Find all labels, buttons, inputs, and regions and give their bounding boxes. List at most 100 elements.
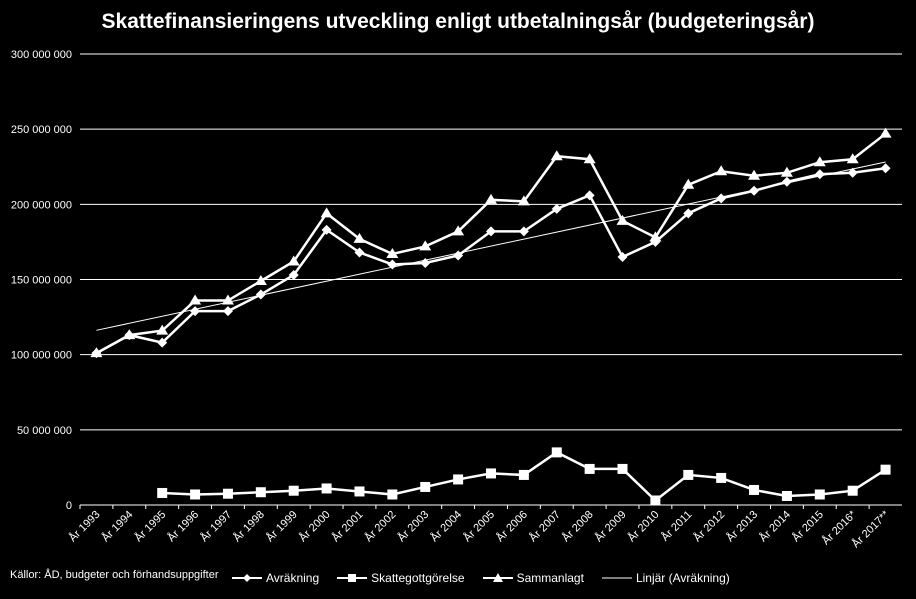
- x-tick-label: År 2000: [296, 508, 332, 544]
- point-avrakning: [551, 203, 562, 214]
- chart-title: Skattefinansieringens utveckling enligt …: [101, 10, 815, 33]
- x-tick-label: År 2014: [757, 508, 793, 544]
- point-sammanlagt: [419, 240, 432, 251]
- x-tick-label: År 2003: [395, 508, 431, 544]
- point-skattegottgorelse: [814, 489, 825, 500]
- legend-item-skattegottgorelse: Skattegottgörelse: [337, 571, 465, 585]
- point-sammanlagt: [123, 329, 136, 340]
- point-sammanlagt: [748, 169, 761, 180]
- point-avrakning: [157, 337, 168, 348]
- point-sammanlagt: [780, 166, 793, 177]
- point-avrakning: [486, 226, 496, 237]
- point-skattegottgorelse: [880, 464, 891, 475]
- point-avrakning: [584, 190, 595, 201]
- y-tick-label: 250 000 000: [11, 124, 72, 136]
- legend-label: Skattegottgörelse: [371, 571, 465, 585]
- point-avrakning: [255, 289, 266, 300]
- point-skattegottgorelse: [288, 485, 299, 496]
- point-avrakning: [190, 306, 201, 317]
- point-avrakning: [321, 224, 332, 235]
- x-tick-label: År 1996: [165, 508, 201, 544]
- x-tick-label: År 2005: [461, 508, 497, 544]
- x-tick-label: År 1995: [132, 508, 168, 544]
- point-skattegottgorelse: [551, 447, 562, 458]
- x-tick-label: År 2011: [659, 508, 695, 544]
- point-avrakning: [288, 269, 299, 280]
- point-avrakning: [453, 250, 464, 261]
- legend-label: Avräkning: [266, 571, 320, 585]
- point-skattegottgorelse: [518, 469, 529, 480]
- legend-item-avrakning: Avräkning: [232, 571, 319, 585]
- legend-marker-triangle: [482, 573, 513, 582]
- point-sammanlagt: [682, 178, 695, 189]
- x-tick-label: År 1993: [66, 508, 102, 544]
- point-sammanlagt: [320, 207, 333, 218]
- point-skattegottgorelse: [420, 481, 431, 492]
- y-tick-label: 200 000 000: [11, 199, 72, 211]
- legend-marker-diamond: [232, 574, 262, 582]
- point-skattegottgorelse: [321, 483, 332, 494]
- point-avrakning: [387, 259, 398, 270]
- point-skattegottgorelse: [749, 484, 760, 495]
- x-tick-label: År 2009: [592, 508, 628, 544]
- point-avrakning: [749, 185, 760, 196]
- point-sammanlagt: [485, 193, 497, 204]
- point-sammanlagt: [156, 324, 169, 335]
- point-skattegottgorelse: [486, 468, 496, 479]
- point-skattegottgorelse: [781, 490, 792, 501]
- point-avrakning: [683, 208, 694, 219]
- point-avrakning: [518, 226, 529, 237]
- point-sammanlagt: [879, 127, 892, 138]
- point-sammanlagt: [189, 294, 202, 305]
- point-avrakning: [847, 167, 858, 178]
- point-sammanlagt: [649, 231, 662, 242]
- y-tick-label: 50 000 000: [17, 425, 72, 437]
- point-skattegottgorelse: [847, 485, 858, 496]
- point-sammanlagt: [813, 156, 826, 167]
- point-sammanlagt: [452, 225, 465, 236]
- point-skattegottgorelse: [650, 495, 661, 506]
- x-tick-label: År 2002: [362, 508, 398, 544]
- point-sammanlagt: [583, 153, 596, 164]
- y-tick-label: 100 000 000: [11, 350, 72, 362]
- point-skattegottgorelse: [716, 472, 727, 483]
- point-avrakning: [880, 163, 891, 174]
- point-skattegottgorelse: [387, 489, 398, 500]
- line-sammanlagt: [95, 132, 887, 355]
- point-sammanlagt: [517, 195, 530, 206]
- x-tick-label: År 2010: [625, 508, 661, 544]
- x-tick-label: År 2013: [724, 508, 760, 544]
- point-skattegottgorelse: [157, 487, 168, 498]
- point-skattegottgorelse: [617, 463, 628, 474]
- x-tick-label: År 2017**: [849, 507, 892, 550]
- point-skattegottgorelse: [453, 474, 464, 485]
- point-skattegottgorelse: [683, 469, 694, 480]
- legend-label: Sammanlagt: [516, 571, 584, 585]
- x-tick-label: År 2012: [691, 508, 727, 544]
- point-avrakning: [716, 193, 727, 204]
- point-sammanlagt: [846, 153, 859, 164]
- point-sammanlagt: [550, 150, 563, 161]
- x-tick-label: År 1994: [99, 508, 135, 544]
- legend-marker-line: [601, 577, 632, 579]
- point-sammanlagt: [353, 232, 366, 243]
- legend-item-sammanlagt: Sammanlagt: [482, 571, 584, 585]
- point-skattegottgorelse: [354, 486, 365, 497]
- x-tick-label: År 2001: [329, 508, 365, 544]
- x-tick-label: År 1997: [198, 508, 234, 544]
- point-sammanlagt: [616, 214, 629, 225]
- point-avrakning: [354, 247, 365, 258]
- y-tick-label: 300 000 000: [11, 49, 72, 61]
- point-skattegottgorelse: [190, 489, 201, 500]
- legend-item-trendline: Linjär (Avräkning): [601, 571, 730, 585]
- point-sammanlagt: [254, 275, 267, 286]
- point-skattegottgorelse: [255, 487, 266, 498]
- y-tick-label: 150 000 000: [11, 275, 72, 287]
- x-tick-label: År 2007: [526, 508, 562, 544]
- point-sammanlagt: [386, 247, 399, 258]
- legend: Avräkning Skattegottgörelse Sammanlagt L…: [232, 571, 748, 585]
- point-sammanlagt: [221, 294, 234, 305]
- legend-label: Linjär (Avräkning): [635, 571, 730, 585]
- x-tick-label: År 1999: [263, 508, 299, 544]
